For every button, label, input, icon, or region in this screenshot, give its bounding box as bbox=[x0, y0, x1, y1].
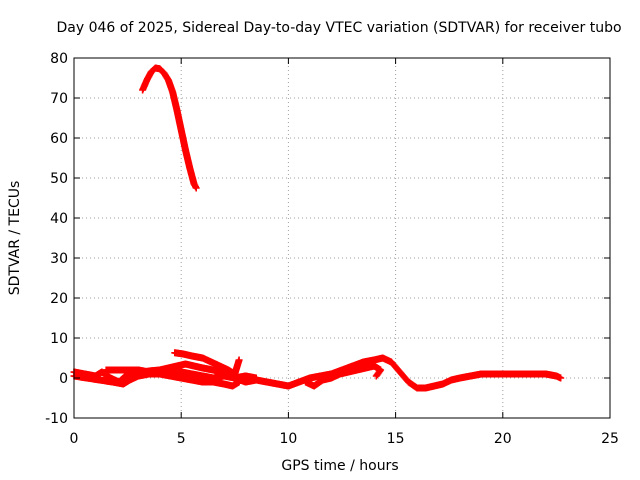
y-axis-title: SDTVAR / TECUs bbox=[7, 181, 23, 296]
y-tick-label: 0 bbox=[59, 371, 68, 387]
data-point bbox=[235, 356, 243, 364]
data-layer bbox=[70, 64, 565, 392]
series-baseline-e bbox=[302, 362, 385, 390]
data-point bbox=[372, 372, 380, 380]
y-tick-label: 30 bbox=[50, 251, 68, 267]
series-baseline-c bbox=[171, 349, 243, 378]
y-tick-label: 40 bbox=[50, 211, 68, 227]
y-tick-label: -10 bbox=[45, 411, 68, 427]
plot-frame bbox=[73, 57, 611, 419]
x-tick-label: 15 bbox=[387, 431, 405, 447]
data-point bbox=[252, 374, 260, 382]
x-tick-label: 5 bbox=[177, 431, 186, 447]
series-high-arc bbox=[139, 64, 200, 192]
grid bbox=[74, 58, 610, 418]
y-tick-label: 80 bbox=[50, 51, 68, 67]
data-point bbox=[373, 371, 381, 379]
y-tick-label: 70 bbox=[50, 91, 68, 107]
y-tick-label: 50 bbox=[50, 171, 68, 187]
y-tick-label: 60 bbox=[50, 131, 68, 147]
series-baseline-d bbox=[102, 366, 260, 382]
data-point bbox=[557, 374, 565, 382]
chart-title: Day 046 of 2025, Sidereal Day-to-day VTE… bbox=[56, 20, 621, 36]
data-point bbox=[192, 184, 200, 192]
x-tick-label: 10 bbox=[279, 431, 297, 447]
x-tick-label: 20 bbox=[494, 431, 512, 447]
y-tick-label: 10 bbox=[50, 331, 68, 347]
x-axis-title: GPS time / hours bbox=[281, 458, 398, 474]
x-tick-label: 25 bbox=[601, 431, 619, 447]
x-tick-label: 0 bbox=[70, 431, 79, 447]
y-tick-label: 20 bbox=[50, 291, 68, 307]
